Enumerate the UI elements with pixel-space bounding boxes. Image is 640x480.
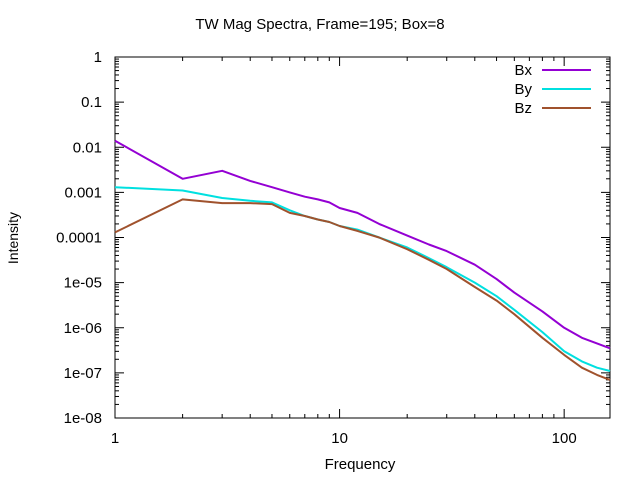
y-tick-label: 0.1 xyxy=(81,94,102,111)
y-tick-label: 0.001 xyxy=(64,184,102,201)
y-tick-label: 1e-06 xyxy=(64,320,102,337)
y-tick-label: 1e-07 xyxy=(64,365,102,382)
series-lines xyxy=(114,139,611,381)
series-line-bx xyxy=(114,139,611,350)
y-axis-label: Intensity xyxy=(5,211,21,265)
legend: Bx By Bz xyxy=(514,62,591,117)
chart-title: TW Mag Spectra, Frame=195; Box=8 xyxy=(195,16,445,33)
plot-frame xyxy=(114,56,611,419)
y-tick-label: 1e-08 xyxy=(64,410,102,427)
y-tick-label: 1 xyxy=(94,49,102,66)
legend-label-bz: Bz xyxy=(514,100,532,117)
legend-label-bx: Bx xyxy=(514,62,532,79)
series-line-bz xyxy=(114,198,611,381)
legend-label-by: By xyxy=(514,81,532,98)
y-tick-label: 0.0001 xyxy=(56,230,102,247)
x-tick-label: 1 xyxy=(111,430,119,447)
y-tick-label: 0.01 xyxy=(73,139,102,156)
x-tick-label: 10 xyxy=(331,430,348,447)
x-tick-label: 100 xyxy=(552,430,577,447)
y-tick-label: 1e-05 xyxy=(64,275,102,292)
x-axis-label: Frequency xyxy=(324,456,396,473)
axes: 1 0.1 0.01 0.001 0.0001 1e-05 1e-06 1e-07 1e-08 1… xyxy=(56,49,611,447)
